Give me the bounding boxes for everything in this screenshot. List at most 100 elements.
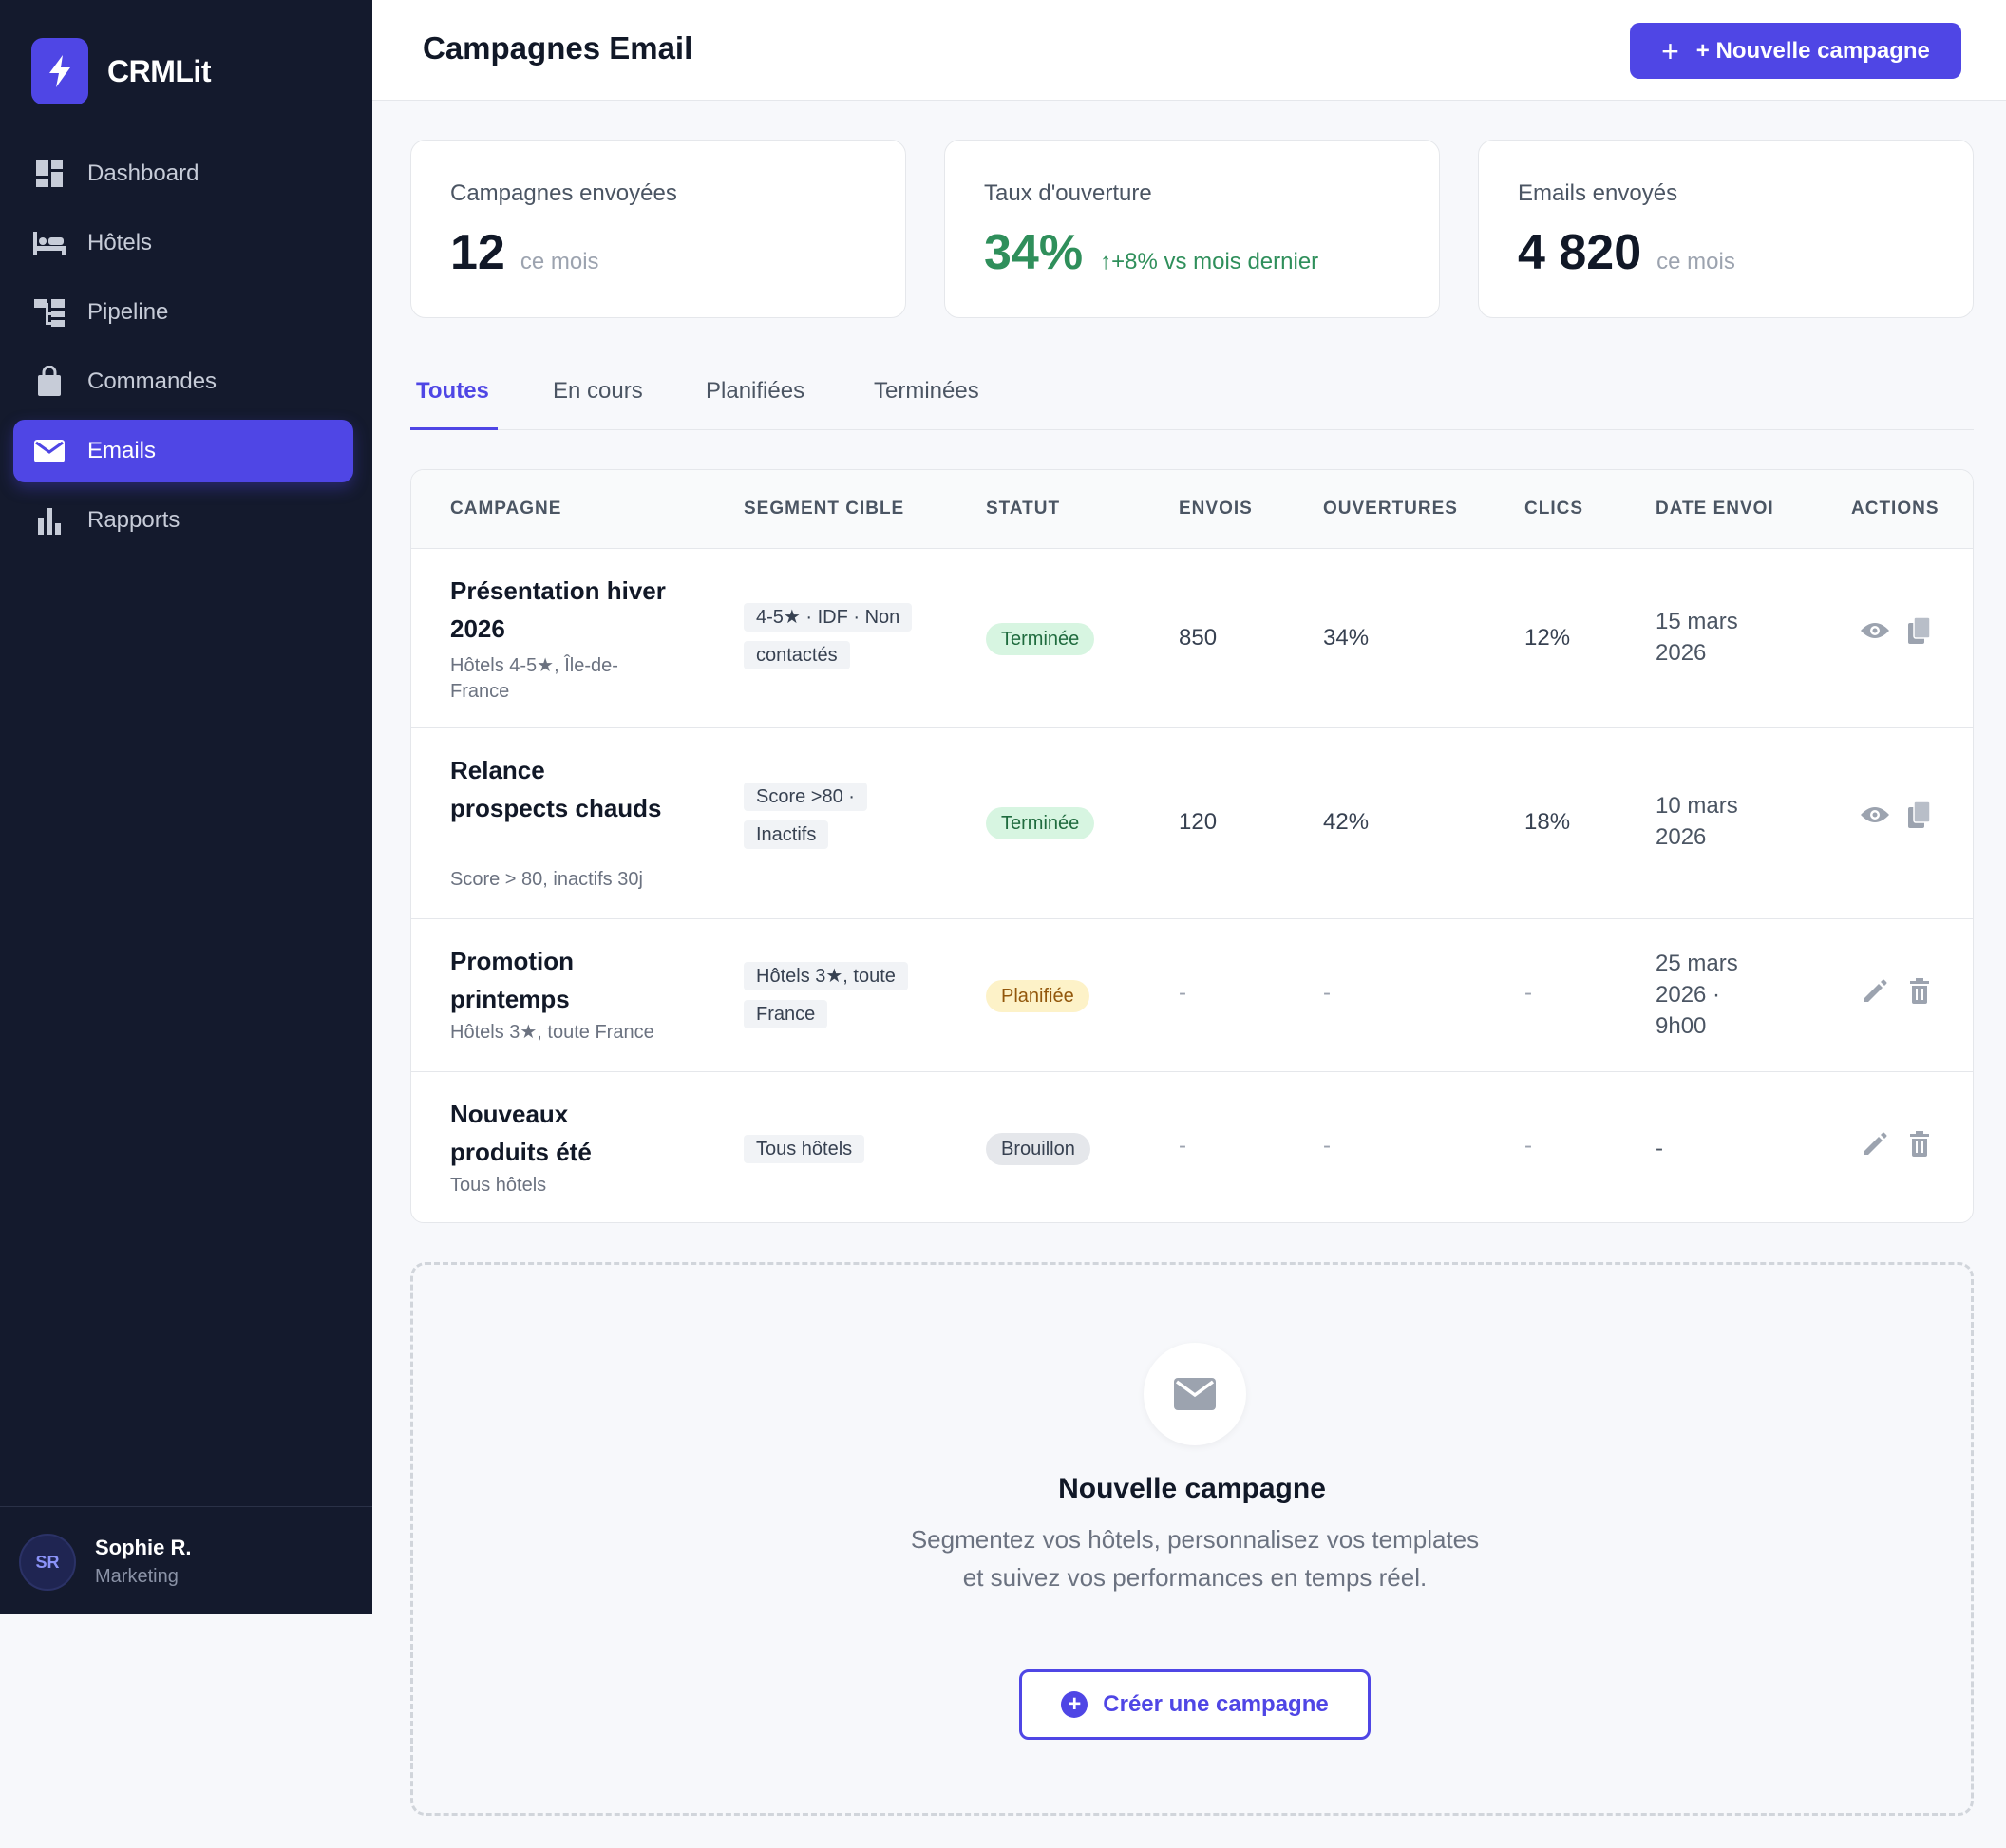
table-header: CAMPAGNE SEGMENT CIBLE STATUT ENVOIS OUV…: [411, 470, 1973, 549]
sidebar-item-label: Emails: [87, 438, 157, 463]
status-badge: Terminée: [986, 623, 1095, 655]
campaign-subtitle: Score > 80, inactifs 30j: [450, 869, 643, 890]
new-campaign-panel: Nouvelle campagne Segmentez vos hôtels, …: [410, 1262, 1974, 1816]
eye-icon[interactable]: [1860, 615, 1890, 646]
column-header: ENVOIS: [1179, 499, 1253, 519]
user-name: Sophie R.: [95, 1536, 192, 1559]
stat-trend: ↑+8% vs mois dernier: [1100, 249, 1318, 275]
campaign-name: Nouveaux produits été: [450, 1100, 592, 1166]
opens-value: 42%: [1323, 809, 1370, 835]
column-header: SEGMENT CIBLE: [744, 499, 905, 519]
stat-label: Emails envoyés: [1518, 180, 1678, 206]
segment-text: Hôtels 3★, toute France: [744, 962, 908, 1028]
app-name: CRMLit: [107, 53, 211, 88]
sends-value: 120: [1179, 809, 1218, 835]
stat-label: Taux d'ouverture: [984, 180, 1152, 206]
stat-card-open-rate: Taux d'ouverture 34% ↑+8% vs mois dernie…: [944, 140, 1440, 318]
trend-text: +8% vs mois dernier: [1111, 249, 1319, 274]
trash-icon[interactable]: [1904, 976, 1935, 1007]
campaign-subtitle: Hôtels 3★, toute France: [450, 1022, 654, 1043]
empty-state-title: Nouvelle campagne: [1058, 1473, 1326, 1504]
sidebar-item-dashboard[interactable]: Dashboard: [13, 142, 353, 205]
status-badge: Terminée: [986, 807, 1095, 839]
segment-tag: 4-5★ · IDF · Non contactés: [744, 598, 915, 674]
segment-tag: Score >80 · Inactifs: [744, 778, 915, 854]
send-date: 25 mars 2026 · 9h00: [1656, 951, 1738, 1039]
column-header: CAMPAGNE: [450, 499, 562, 519]
status-badge: Planifiée: [986, 980, 1089, 1012]
opens-value: 34%: [1323, 625, 1370, 651]
create-campaign-label: Créer une campagne: [1103, 1691, 1329, 1717]
tab-toutes[interactable]: Toutes: [416, 378, 489, 404]
sidebar-item-label: Dashboard: [87, 160, 199, 186]
segment-tag: Hôtels 3★, toute France: [744, 957, 915, 1033]
send-date: 10 mars 2026: [1656, 793, 1738, 850]
stat-value: 4 820: [1518, 225, 1642, 280]
campaign-tabs: Toutes En cours Planifiées Terminées: [410, 361, 1974, 430]
table-row[interactable]: Présentation hiver 2026 Hôtels 4-5★, Île…: [411, 549, 1973, 728]
bed-icon: [32, 226, 66, 260]
sidebar-item-emails[interactable]: Emails: [13, 420, 353, 482]
page-title: Campagnes Email: [423, 30, 693, 66]
segment-text: 4-5★ · IDF · Non contactés: [744, 603, 913, 669]
sends-value: 850: [1179, 625, 1218, 651]
stat-sub: ce mois: [1656, 249, 1735, 274]
status-badge: Brouillon: [986, 1133, 1090, 1165]
sidebar-item-commandes[interactable]: Commandes: [13, 350, 353, 413]
app-logo[interactable]: CRMLit: [31, 38, 211, 104]
sidebar-item-pipeline[interactable]: Pipeline: [13, 281, 353, 344]
user-profile[interactable]: SR Sophie R. Marketing: [0, 1506, 372, 1614]
eye-icon[interactable]: [1860, 800, 1890, 830]
new-campaign-label: + Nouvelle campagne: [1695, 37, 1930, 64]
opens-value: -: [1323, 1133, 1331, 1159]
table-row[interactable]: Nouveaux produits été Tous hôtels Tous h…: [411, 1072, 1973, 1222]
campaigns-table: CAMPAGNE SEGMENT CIBLE STATUT ENVOIS OUV…: [410, 469, 1974, 1223]
stat-label: Campagnes envoyées: [450, 180, 677, 206]
new-campaign-button[interactable]: + + Nouvelle campagne: [1630, 23, 1961, 79]
arrow-up-icon: ↑: [1100, 249, 1112, 274]
sidebar-item-rapports[interactable]: Rapports: [13, 489, 353, 552]
segment-tag: Tous hôtels: [744, 1130, 915, 1168]
sidebar-item-label: Commandes: [87, 368, 218, 394]
stat-card-campaigns: Campagnes envoyées 12 ce mois: [410, 140, 906, 318]
stat-value: 12: [450, 225, 505, 280]
sidebar-item-label: Rapports: [87, 507, 180, 533]
send-date: 15 mars 2026: [1656, 609, 1738, 666]
dashboard-icon: [32, 157, 66, 191]
pipeline-icon: [32, 295, 66, 330]
tab-terminees[interactable]: Terminées: [874, 378, 979, 404]
trash-icon[interactable]: [1904, 1129, 1935, 1160]
user-role: Marketing: [95, 1566, 179, 1587]
clicks-value: 12%: [1524, 625, 1571, 651]
pencil-icon[interactable]: [1860, 976, 1890, 1007]
create-campaign-button[interactable]: + Créer une campagne: [1019, 1669, 1371, 1740]
pencil-icon[interactable]: [1860, 1129, 1890, 1160]
campaign-subtitle: Hôtels 4-5★, Île-de-France: [450, 655, 618, 702]
campaign-name: Promotion printemps: [450, 947, 574, 1013]
sends-value: -: [1179, 980, 1186, 1006]
sidebar-item-label: Hôtels: [87, 230, 153, 255]
send-date: -: [1656, 1136, 1663, 1161]
bolt-icon: [31, 38, 88, 104]
stat-sub: ce mois: [520, 249, 599, 274]
column-header: STATUT: [986, 499, 1061, 519]
sends-value: -: [1179, 1133, 1186, 1159]
opens-value: -: [1323, 980, 1331, 1006]
clicks-value: 18%: [1524, 809, 1571, 835]
mail-icon: [32, 434, 66, 468]
bar-chart-icon: [32, 503, 66, 537]
table-row[interactable]: Promotion printemps Hôtels 3★, toute Fra…: [411, 919, 1973, 1072]
mail-icon: [1144, 1343, 1246, 1445]
clicks-value: -: [1524, 1133, 1532, 1159]
tab-en-cours[interactable]: En cours: [553, 378, 643, 404]
table-row[interactable]: Relance prospects chauds Score > 80, ina…: [411, 728, 1973, 919]
clicks-value: -: [1524, 980, 1532, 1006]
copy-icon[interactable]: [1904, 800, 1935, 830]
copy-icon[interactable]: [1904, 615, 1935, 646]
column-header: CLICS: [1524, 499, 1583, 519]
stat-value: 34%: [984, 225, 1084, 280]
empty-state-description: Segmentez vos hôtels, personnalisez vos …: [910, 1525, 1480, 1592]
sidebar-item-hotels[interactable]: Hôtels: [13, 212, 353, 274]
campaign-name: Relance prospects chauds: [450, 756, 662, 822]
tab-planifiees[interactable]: Planifiées: [706, 378, 805, 404]
